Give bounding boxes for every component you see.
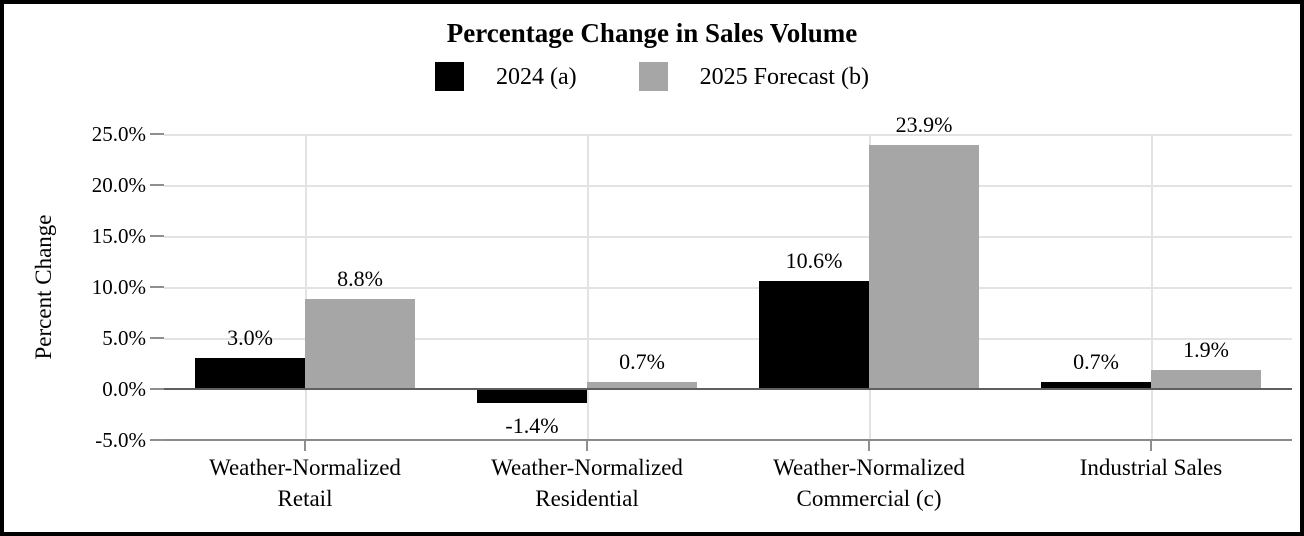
horizontal-gridline (164, 287, 1292, 289)
x-axis-tick (304, 440, 306, 451)
bar-value-label: 23.9% (895, 112, 953, 138)
category-label-line: Industrial Sales (1079, 455, 1223, 480)
horizontal-gridline (164, 185, 1292, 187)
y-axis-tick (150, 286, 164, 288)
bar (1041, 381, 1151, 389)
y-tick-label: 0.0% (102, 377, 146, 401)
bar (1151, 369, 1261, 389)
bar (587, 381, 697, 389)
bar (305, 299, 415, 389)
category-label-line: Residential (535, 486, 639, 511)
x-axis-tick (586, 440, 588, 451)
x-axis-tick (868, 440, 870, 451)
y-axis-tick (150, 388, 164, 390)
bar-value-label: 0.7% (619, 348, 665, 374)
y-tick-label: 10.0% (91, 275, 146, 299)
y-axis-tick (150, 439, 164, 441)
chart-title: Percentage Change in Sales Volume (446, 18, 858, 48)
bar-value-label: 3.0% (227, 325, 273, 351)
y-tick-label: 15.0% (91, 224, 146, 248)
bar (869, 145, 979, 389)
bar-value-label: -1.4% (505, 413, 559, 439)
category-label-line: Weather-Normalized (209, 455, 401, 480)
category-label-line: Commercial (c) (796, 486, 942, 511)
y-tick-label: 5.0% (102, 326, 146, 350)
bar-value-label: 8.8% (337, 266, 383, 292)
y-axis-tick (150, 133, 164, 135)
horizontal-gridline (164, 338, 1292, 340)
category-label: Weather-Normalized Retail (164, 452, 446, 514)
category-label: Industrial Sales (1010, 452, 1292, 483)
legend-swatch (435, 62, 465, 91)
bar (759, 280, 869, 389)
y-tick-label: 25.0% (91, 122, 146, 146)
category-label: Weather-Normalized Commercial (c) (728, 452, 1010, 514)
bar (195, 358, 305, 389)
legend-swatch (638, 62, 668, 91)
y-axis-tick (150, 184, 164, 186)
horizontal-gridline (164, 134, 1292, 136)
y-tick-label: 20.0% (91, 173, 146, 197)
category-label-line: Retail (277, 486, 333, 511)
x-axis-line (164, 439, 1292, 441)
chart-legend: 2024 (a) 2025 Forecast (b) (4, 62, 1300, 91)
legend-item: 2025 Forecast (b) (638, 62, 869, 91)
horizontal-gridline (164, 236, 1292, 238)
y-axis-title: Percent Change (31, 214, 56, 360)
bar-value-label: 0.7% (1073, 348, 1119, 374)
legend-item: 2024 (a) (435, 62, 577, 91)
category-label-line: Weather-Normalized (491, 455, 683, 480)
legend-label: 2024 (a) (496, 63, 577, 90)
x-axis-tick (1150, 440, 1152, 451)
y-tick-label: -5.0% (95, 428, 146, 452)
y-axis-tick (150, 235, 164, 237)
category-label-line: Weather-Normalized (773, 455, 965, 480)
y-axis-tick (150, 337, 164, 339)
zero-axis-line (164, 388, 1292, 390)
category-label: Weather-Normalized Residential (446, 452, 728, 514)
bar-value-label: 1.9% (1183, 336, 1229, 362)
bar (477, 389, 587, 404)
bar-value-label: 10.6% (785, 247, 843, 273)
legend-label: 2025 Forecast (b) (699, 63, 869, 90)
